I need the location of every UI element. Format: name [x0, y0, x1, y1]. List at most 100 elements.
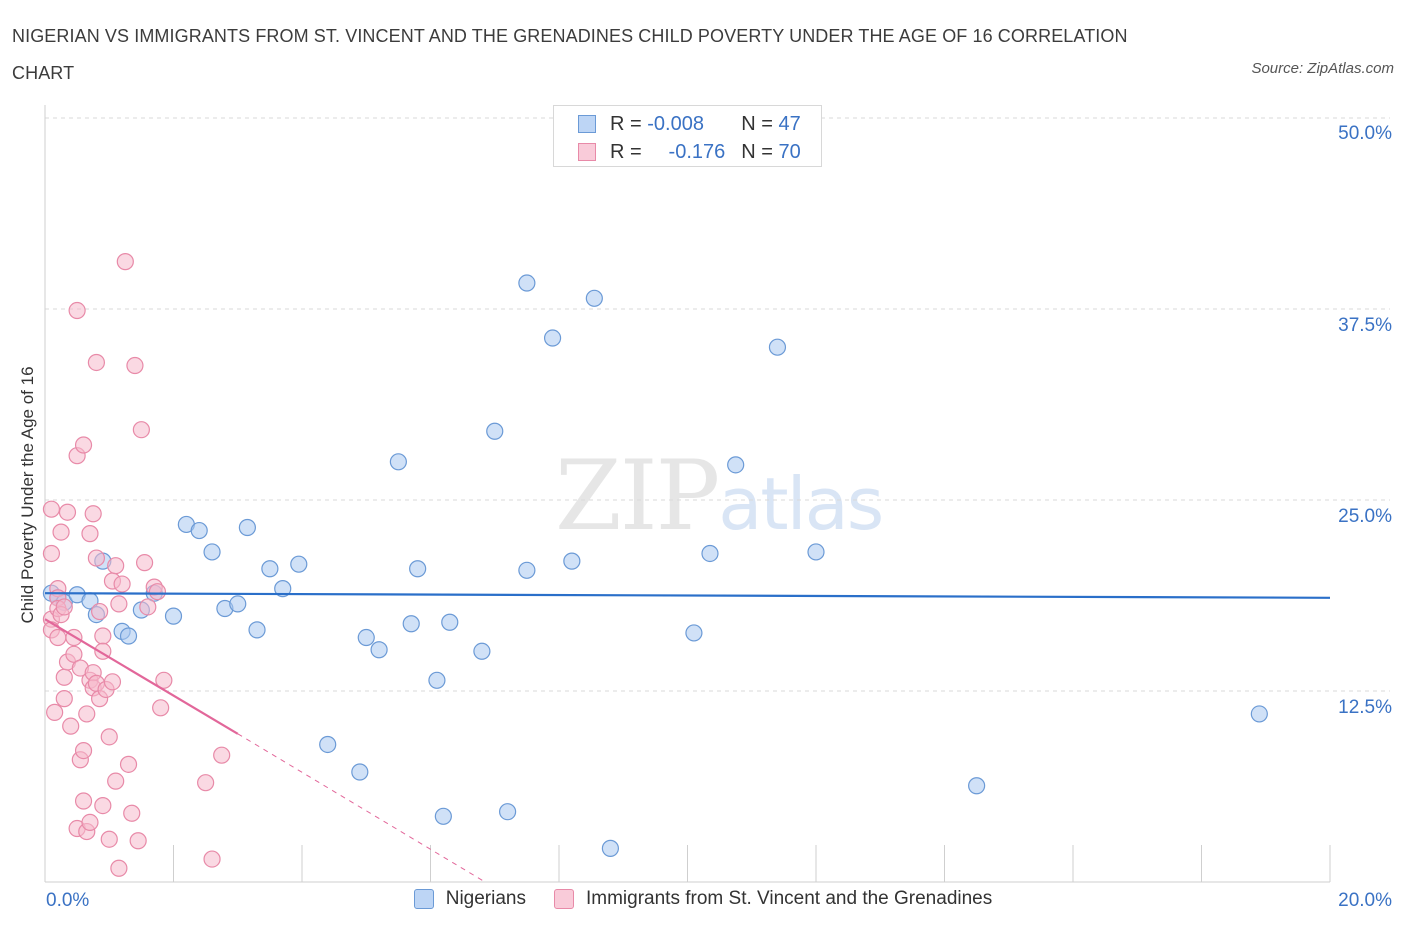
- trend-line-extension: [237, 733, 486, 883]
- nigerian-point: [601, 839, 620, 857]
- immigrant-point: [203, 850, 221, 868]
- x-tick-label-min: 0.0%: [46, 890, 90, 911]
- nigerian-point: [685, 624, 703, 642]
- nigerian-point: [727, 456, 745, 474]
- pink-swatch: [554, 889, 574, 909]
- immigrant-point: [55, 668, 73, 686]
- immigrant-point: [213, 746, 231, 764]
- nigerian-point: [1250, 705, 1268, 723]
- watermark-zip: ZIP: [555, 440, 720, 552]
- immigrant-point: [139, 598, 157, 616]
- y-tick-label: 25.0%: [1338, 506, 1392, 527]
- immigrant-point: [55, 690, 73, 708]
- n-label: N =: [741, 140, 773, 163]
- immigrant-point: [116, 253, 134, 271]
- immigrant-point: [42, 500, 61, 518]
- immigrant-point: [87, 549, 106, 567]
- immigrant-point: [68, 301, 86, 320]
- nigerian-point: [441, 613, 459, 631]
- nigerian-point: [434, 807, 452, 825]
- legend-item-nigerians[interactable]: Nigerians: [413, 888, 526, 910]
- nigerian-point: [357, 628, 375, 647]
- immigrant-point: [74, 741, 93, 760]
- nigerian-point: [238, 518, 256, 537]
- nigerian-point: [119, 627, 138, 645]
- nigerian-point: [499, 803, 517, 821]
- nigerian-point: [261, 560, 279, 578]
- nigerian-point: [563, 552, 581, 570]
- pink-swatch: [578, 143, 596, 161]
- immigrant-point: [87, 353, 106, 372]
- immigrant-point: [62, 717, 80, 735]
- nigerian-point: [274, 580, 292, 598]
- immigrant-point: [103, 673, 122, 691]
- nigerian-point: [701, 544, 719, 563]
- immigrant-point: [123, 804, 141, 822]
- immigrant-point: [129, 832, 147, 850]
- r-label: R =: [610, 112, 642, 135]
- immigrant-point: [94, 627, 112, 645]
- immigrant-point: [42, 544, 61, 563]
- y-tick-label: 37.5%: [1338, 315, 1392, 336]
- nigerian-point: [409, 560, 427, 578]
- immigrant-point: [49, 628, 67, 647]
- immigrant-point: [78, 705, 96, 723]
- r-value: -0.008: [647, 112, 704, 135]
- legend-label: Nigerians: [445, 888, 526, 909]
- nigerian-point: [203, 543, 221, 561]
- nigerian-point: [190, 521, 208, 540]
- nigerian-point: [543, 329, 562, 347]
- immigrant-point: [84, 505, 102, 523]
- immigrant-point: [100, 830, 118, 848]
- nigerian-point: [486, 422, 504, 440]
- immigrant-point: [126, 356, 144, 375]
- legend-item-immigrants[interactable]: Immigrants from St. Vincent and the Gren…: [554, 888, 992, 910]
- nigerian-point: [319, 735, 337, 754]
- watermark: ZIPatlas: [555, 440, 884, 552]
- immigrant-point: [110, 595, 128, 613]
- immigrant-point: [113, 575, 131, 593]
- series-legend: Nigerians Immigrants from St. Vincent an…: [0, 888, 1406, 910]
- immigrant-point: [55, 598, 73, 616]
- immigrant-point: [110, 859, 128, 877]
- nigerian-point: [807, 543, 825, 561]
- blue-swatch: [413, 889, 434, 909]
- immigrant-point: [148, 583, 167, 601]
- immigrant-point: [81, 525, 99, 543]
- n-value: 47: [778, 112, 801, 135]
- legend-row-immigrants: R = -0.176 N = 70: [578, 140, 801, 164]
- immigrant-point: [52, 523, 70, 541]
- immigrant-point: [91, 602, 109, 621]
- blue-swatch: [578, 115, 596, 133]
- immigrant-point: [74, 436, 93, 454]
- legend-row-nigerians: R = -0.008 N = 47: [578, 112, 801, 136]
- nigerian-point: [428, 671, 446, 689]
- nigerian-point: [402, 615, 420, 633]
- correlation-legend: R = -0.008 N = 47 R = -0.176 N = 70: [553, 105, 822, 167]
- n-value: 70: [778, 140, 801, 163]
- n-label: N =: [741, 112, 773, 135]
- trend-line-immigrants: [44, 618, 239, 735]
- immigrant-point: [119, 755, 138, 773]
- immigrant-point: [94, 796, 112, 815]
- nigerian-point: [518, 274, 536, 292]
- nigerian-point: [290, 555, 308, 573]
- nigerian-point: [248, 621, 266, 639]
- nigerian-point: [351, 763, 369, 781]
- nigerian-point: [968, 777, 986, 795]
- y-tick-label: 12.5%: [1338, 697, 1392, 718]
- chart-title: NIGERIAN VS IMMIGRANTS FROM ST. VINCENT …: [12, 26, 1128, 83]
- immigrant-point: [132, 421, 150, 439]
- immigrant-point: [135, 554, 154, 572]
- r-value: -0.176: [668, 140, 726, 163]
- watermark-atlas: atlas: [718, 462, 884, 546]
- immigrant-point: [107, 557, 125, 575]
- nigerian-point: [229, 595, 247, 613]
- immigrant-point: [107, 772, 125, 790]
- y-tick-label: 50.0%: [1338, 123, 1392, 144]
- nigerian-point: [473, 642, 491, 660]
- immigrant-point: [58, 503, 77, 521]
- r-label: R =: [610, 140, 642, 163]
- source-label: Source: ZipAtlas.com: [1251, 60, 1394, 77]
